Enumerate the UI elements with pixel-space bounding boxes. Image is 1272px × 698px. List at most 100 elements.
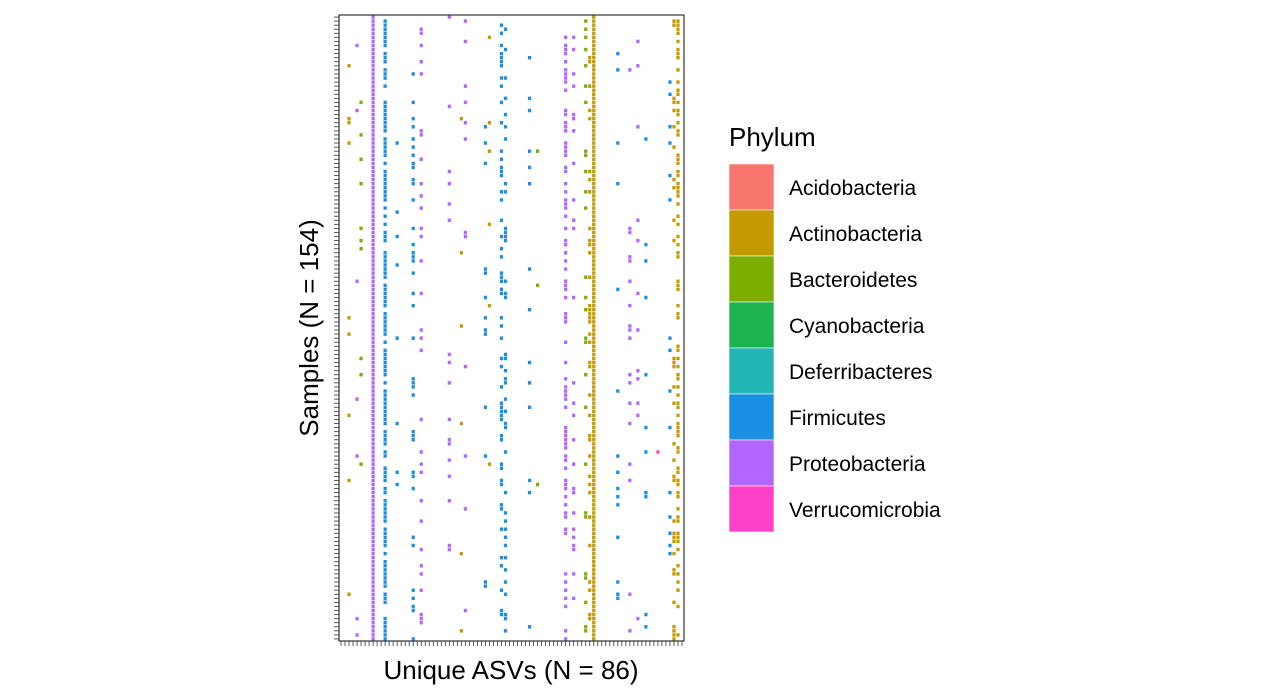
heatmap-cell [592, 218, 596, 223]
heatmap-cell [584, 340, 588, 344]
heatmap-cell [628, 279, 632, 283]
heatmap-cell [371, 169, 375, 174]
heatmap-cell [584, 576, 588, 580]
heatmap-cell [584, 405, 588, 409]
heatmap-cell [564, 112, 568, 117]
heatmap-cell [584, 47, 588, 52]
heatmap-cell [672, 19, 676, 23]
heatmap-cell [588, 616, 592, 621]
heatmap-cell [564, 515, 568, 519]
heatmap-cell [592, 458, 596, 462]
heatmap-cell [371, 84, 375, 88]
heatmap-cell [503, 612, 508, 617]
heatmap-cell [395, 141, 399, 145]
heatmap-cell [499, 438, 504, 442]
heatmap-cell [499, 413, 504, 418]
heatmap-cell [383, 527, 387, 531]
heatmap-cell [676, 133, 680, 137]
plot-panel-border [338, 14, 685, 642]
heatmap-cell [347, 120, 351, 125]
heatmap-cell [419, 259, 423, 263]
heatmap-cell [359, 133, 363, 137]
heatmap-cell [592, 417, 596, 422]
heatmap-cell [383, 267, 387, 271]
heatmap-cell [527, 165, 532, 170]
heatmap-cell [592, 385, 596, 389]
heatmap-cell [572, 527, 576, 531]
heatmap-cell [499, 76, 504, 80]
heatmap-cell [419, 157, 423, 162]
heatmap-cell [383, 442, 387, 446]
heatmap-cell [371, 429, 375, 434]
heatmap-cell [447, 438, 451, 442]
heatmap-cell [527, 405, 532, 409]
heatmap-cell [411, 535, 415, 540]
heatmap-cell [584, 307, 588, 312]
heatmap-cell [588, 307, 592, 312]
heatmap-cell [676, 482, 680, 487]
heatmap-cell [564, 108, 568, 113]
heatmap-cell [592, 413, 596, 418]
heatmap-cell [636, 377, 640, 381]
heatmap-cell [592, 393, 596, 397]
heatmap-cell [499, 608, 504, 613]
heatmap-cell [592, 210, 596, 214]
heatmap-cell [411, 181, 415, 186]
heatmap-cell [383, 511, 387, 515]
heatmap-cell [564, 454, 568, 458]
heatmap-cell [371, 55, 375, 60]
heatmap-cell [419, 348, 423, 353]
heatmap-cell [499, 316, 504, 320]
heatmap-cell [383, 320, 387, 324]
heatmap-cell [564, 511, 568, 515]
x-axis-title: Unique ASVs (N = 86) [383, 655, 638, 685]
heatmap-cell [499, 31, 504, 36]
heatmap-cell [668, 80, 672, 84]
heatmap-cell [395, 421, 399, 426]
heatmap-cell [383, 169, 387, 174]
heatmap-cell [371, 458, 375, 462]
heatmap-cell [572, 413, 576, 418]
legend-label-cyanobacteria: Cyanobacteria [789, 315, 925, 338]
heatmap-cell [503, 519, 508, 523]
heatmap-cell [359, 462, 363, 466]
heatmap-cell [371, 35, 375, 40]
heatmap-cell [564, 226, 568, 231]
heatmap-cell [499, 364, 504, 369]
heatmap-cell [628, 592, 632, 596]
heatmap-cell [371, 214, 375, 218]
heatmap-cell [371, 120, 375, 125]
heatmap-cell [371, 584, 375, 588]
heatmap-cell [371, 450, 375, 454]
heatmap-cell [383, 397, 387, 401]
legend-key-bacteroidetes [728, 255, 775, 303]
heatmap-cell [592, 592, 596, 596]
heatmap-cell [499, 64, 504, 68]
heatmap-cell [676, 373, 680, 377]
heatmap-cell [676, 47, 680, 52]
heatmap-cell [588, 364, 592, 369]
heatmap-cell [592, 108, 596, 113]
heatmap-cell [592, 450, 596, 454]
heatmap-cell [616, 51, 620, 56]
heatmap-cell [383, 364, 387, 369]
heatmap-cell [592, 409, 596, 414]
heatmap-cell [499, 503, 504, 507]
heatmap-cell [628, 303, 632, 308]
legend-key-proteobacteria [728, 439, 775, 487]
heatmap-cell [676, 303, 680, 308]
heatmap-cell [564, 259, 568, 263]
heatmap-cell [572, 547, 576, 552]
heatmap-cell [584, 190, 588, 194]
heatmap-cell [411, 438, 415, 442]
heatmap-cell [411, 153, 415, 157]
heatmap-cell [463, 84, 467, 88]
heatmap-cell [592, 360, 596, 365]
heatmap-cell [592, 295, 596, 300]
heatmap-cell [371, 482, 375, 487]
heatmap-cell [676, 283, 680, 288]
heatmap-cell [572, 486, 576, 491]
heatmap-cell [503, 616, 508, 621]
heatmap-cell [592, 596, 596, 601]
heatmap-cell [419, 470, 423, 475]
